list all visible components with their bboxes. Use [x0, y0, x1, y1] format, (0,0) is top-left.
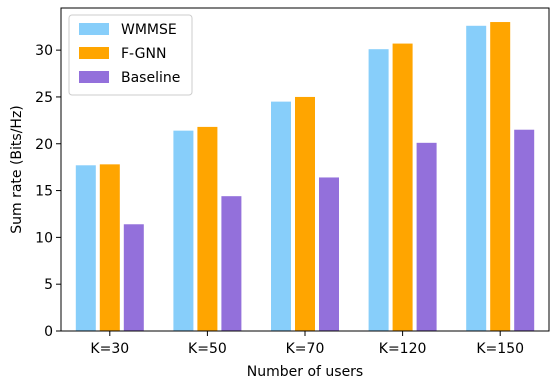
bar-f-gnn-k120 [392, 43, 413, 331]
bar-baseline-k150 [514, 129, 535, 331]
x-tick-label: K=150 [476, 341, 524, 357]
bar-baseline-k120 [416, 142, 437, 331]
x-axis-label: Number of users [247, 364, 363, 379]
legend-label-f-gnn: F-GNN [121, 46, 166, 62]
y-tick-label: 0 [44, 324, 53, 340]
x-tick-label: K=50 [188, 341, 227, 357]
legend-swatch-wmmse [79, 23, 109, 35]
bar-wmmse-k70 [271, 101, 291, 331]
x-tick-label: K=120 [379, 341, 427, 357]
bar-wmmse-k50 [173, 130, 194, 331]
legend: WMMSE F-GNN Baseline [68, 14, 193, 96]
y-tick-label: 20 [35, 137, 53, 153]
legend-label-wmmse: WMMSE [121, 22, 177, 38]
y-axis: 0 5 10 15 20 25 30 [35, 43, 61, 340]
bar-baseline-k70 [319, 177, 339, 331]
x-tick-label: K=70 [286, 341, 325, 357]
x-tick-label: K=30 [90, 341, 129, 357]
x-axis: K=30 K=50 K=70 K=120 K=150 [90, 331, 524, 357]
bar-f-gnn-k30 [99, 164, 120, 331]
plot-area [75, 22, 535, 332]
bar-wmmse-k30 [75, 165, 96, 331]
y-tick-label: 25 [35, 90, 53, 106]
bar-f-gnn-k70 [295, 96, 315, 331]
legend-label-baseline: Baseline [121, 70, 180, 86]
y-tick-label: 15 [35, 184, 53, 200]
bar-f-gnn-k50 [197, 126, 218, 331]
y-tick-label: 30 [35, 43, 53, 59]
bar-baseline-k30 [123, 224, 144, 331]
legend-swatch-baseline [79, 71, 109, 83]
y-tick-label: 10 [35, 230, 53, 246]
legend-swatch-f-gnn [79, 47, 109, 59]
bar-f-gnn-k150 [490, 22, 511, 331]
bar-wmmse-k120 [368, 49, 389, 331]
y-tick-label: 5 [44, 277, 53, 293]
y-axis-label: Sum rate (Bits/Hz) [9, 105, 25, 234]
bar-baseline-k50 [221, 196, 242, 331]
bar-wmmse-k150 [466, 25, 487, 332]
